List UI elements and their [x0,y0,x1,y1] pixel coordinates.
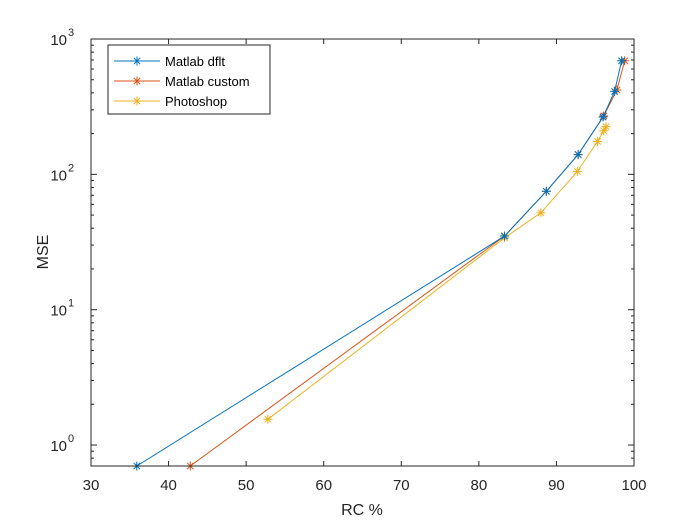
y-tick-label: 10 [50,438,67,455]
x-tick-label: 30 [83,477,100,494]
y-tick-label: 10 [50,303,67,320]
axes-box [90,38,635,467]
y-tick-exponent: 2 [68,162,74,174]
x-tick-label: 80 [471,477,488,494]
data-point [536,208,546,218]
legend-label: Matlab custom [165,74,250,89]
legend-marker [132,56,142,66]
x-tick-label: 50 [238,477,255,494]
data-point [612,85,622,95]
x-axis-label: RC % [341,502,383,519]
data-point [263,414,273,424]
y-tick-exponent: 1 [68,298,74,310]
data-point [610,86,620,96]
data-point [617,56,627,66]
data-point [541,186,551,196]
x-tick-label: 70 [393,477,410,494]
y-tick-exponent: 0 [68,433,74,445]
legend: Matlab dflt Matlab custom Photoshop [107,44,271,115]
legend-item: Matlab custom [114,74,250,89]
data-point [572,166,582,176]
data-point [499,231,509,241]
data-point [601,122,611,132]
legend-marker [132,76,142,86]
legend-label: Photoshop [165,94,227,109]
data-point [598,112,608,122]
legend-label: Matlab dflt [165,54,225,69]
x-tick-label: 40 [160,477,177,494]
x-tick-label: 60 [315,477,332,494]
data-point [573,150,583,160]
data-point [599,126,609,136]
series-layer [132,56,630,471]
x-tick-label: 90 [548,477,565,494]
y-axis-label: MSE [35,235,52,270]
y-tick-label: 10 [50,32,67,49]
legend-marker [132,96,142,106]
y-tick-label: 10 [50,167,67,184]
legend-item: Photoshop [114,94,227,109]
legend-item: Matlab dflt [114,54,225,69]
data-point [593,136,603,146]
y-tick-exponent: 3 [68,27,74,39]
x-tick-label: 100 [621,477,646,494]
x-ticks: 30 40 50 60 70 80 90 100 [83,39,647,494]
